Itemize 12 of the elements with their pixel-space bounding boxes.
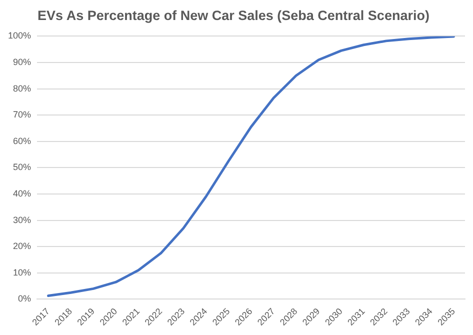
y-tick-label: 50%	[13, 162, 32, 172]
y-tick-label: 20%	[13, 241, 32, 252]
y-tick-label: 80%	[13, 83, 32, 94]
y-tick-label: 0%	[18, 294, 32, 304]
y-tick-label: 60%	[13, 136, 32, 146]
y-tick-label: 90%	[13, 56, 32, 67]
y-tick-label: 10%	[13, 267, 32, 278]
y-tick-label: 40%	[13, 188, 32, 198]
chart-title: EVs As Percentage of New Car Sales (Seba Central Scenario)	[38, 8, 430, 23]
y-tick-label: 70%	[13, 110, 32, 120]
y-tick-label: 30%	[13, 214, 32, 225]
y-tick-label: 100%	[8, 30, 32, 41]
